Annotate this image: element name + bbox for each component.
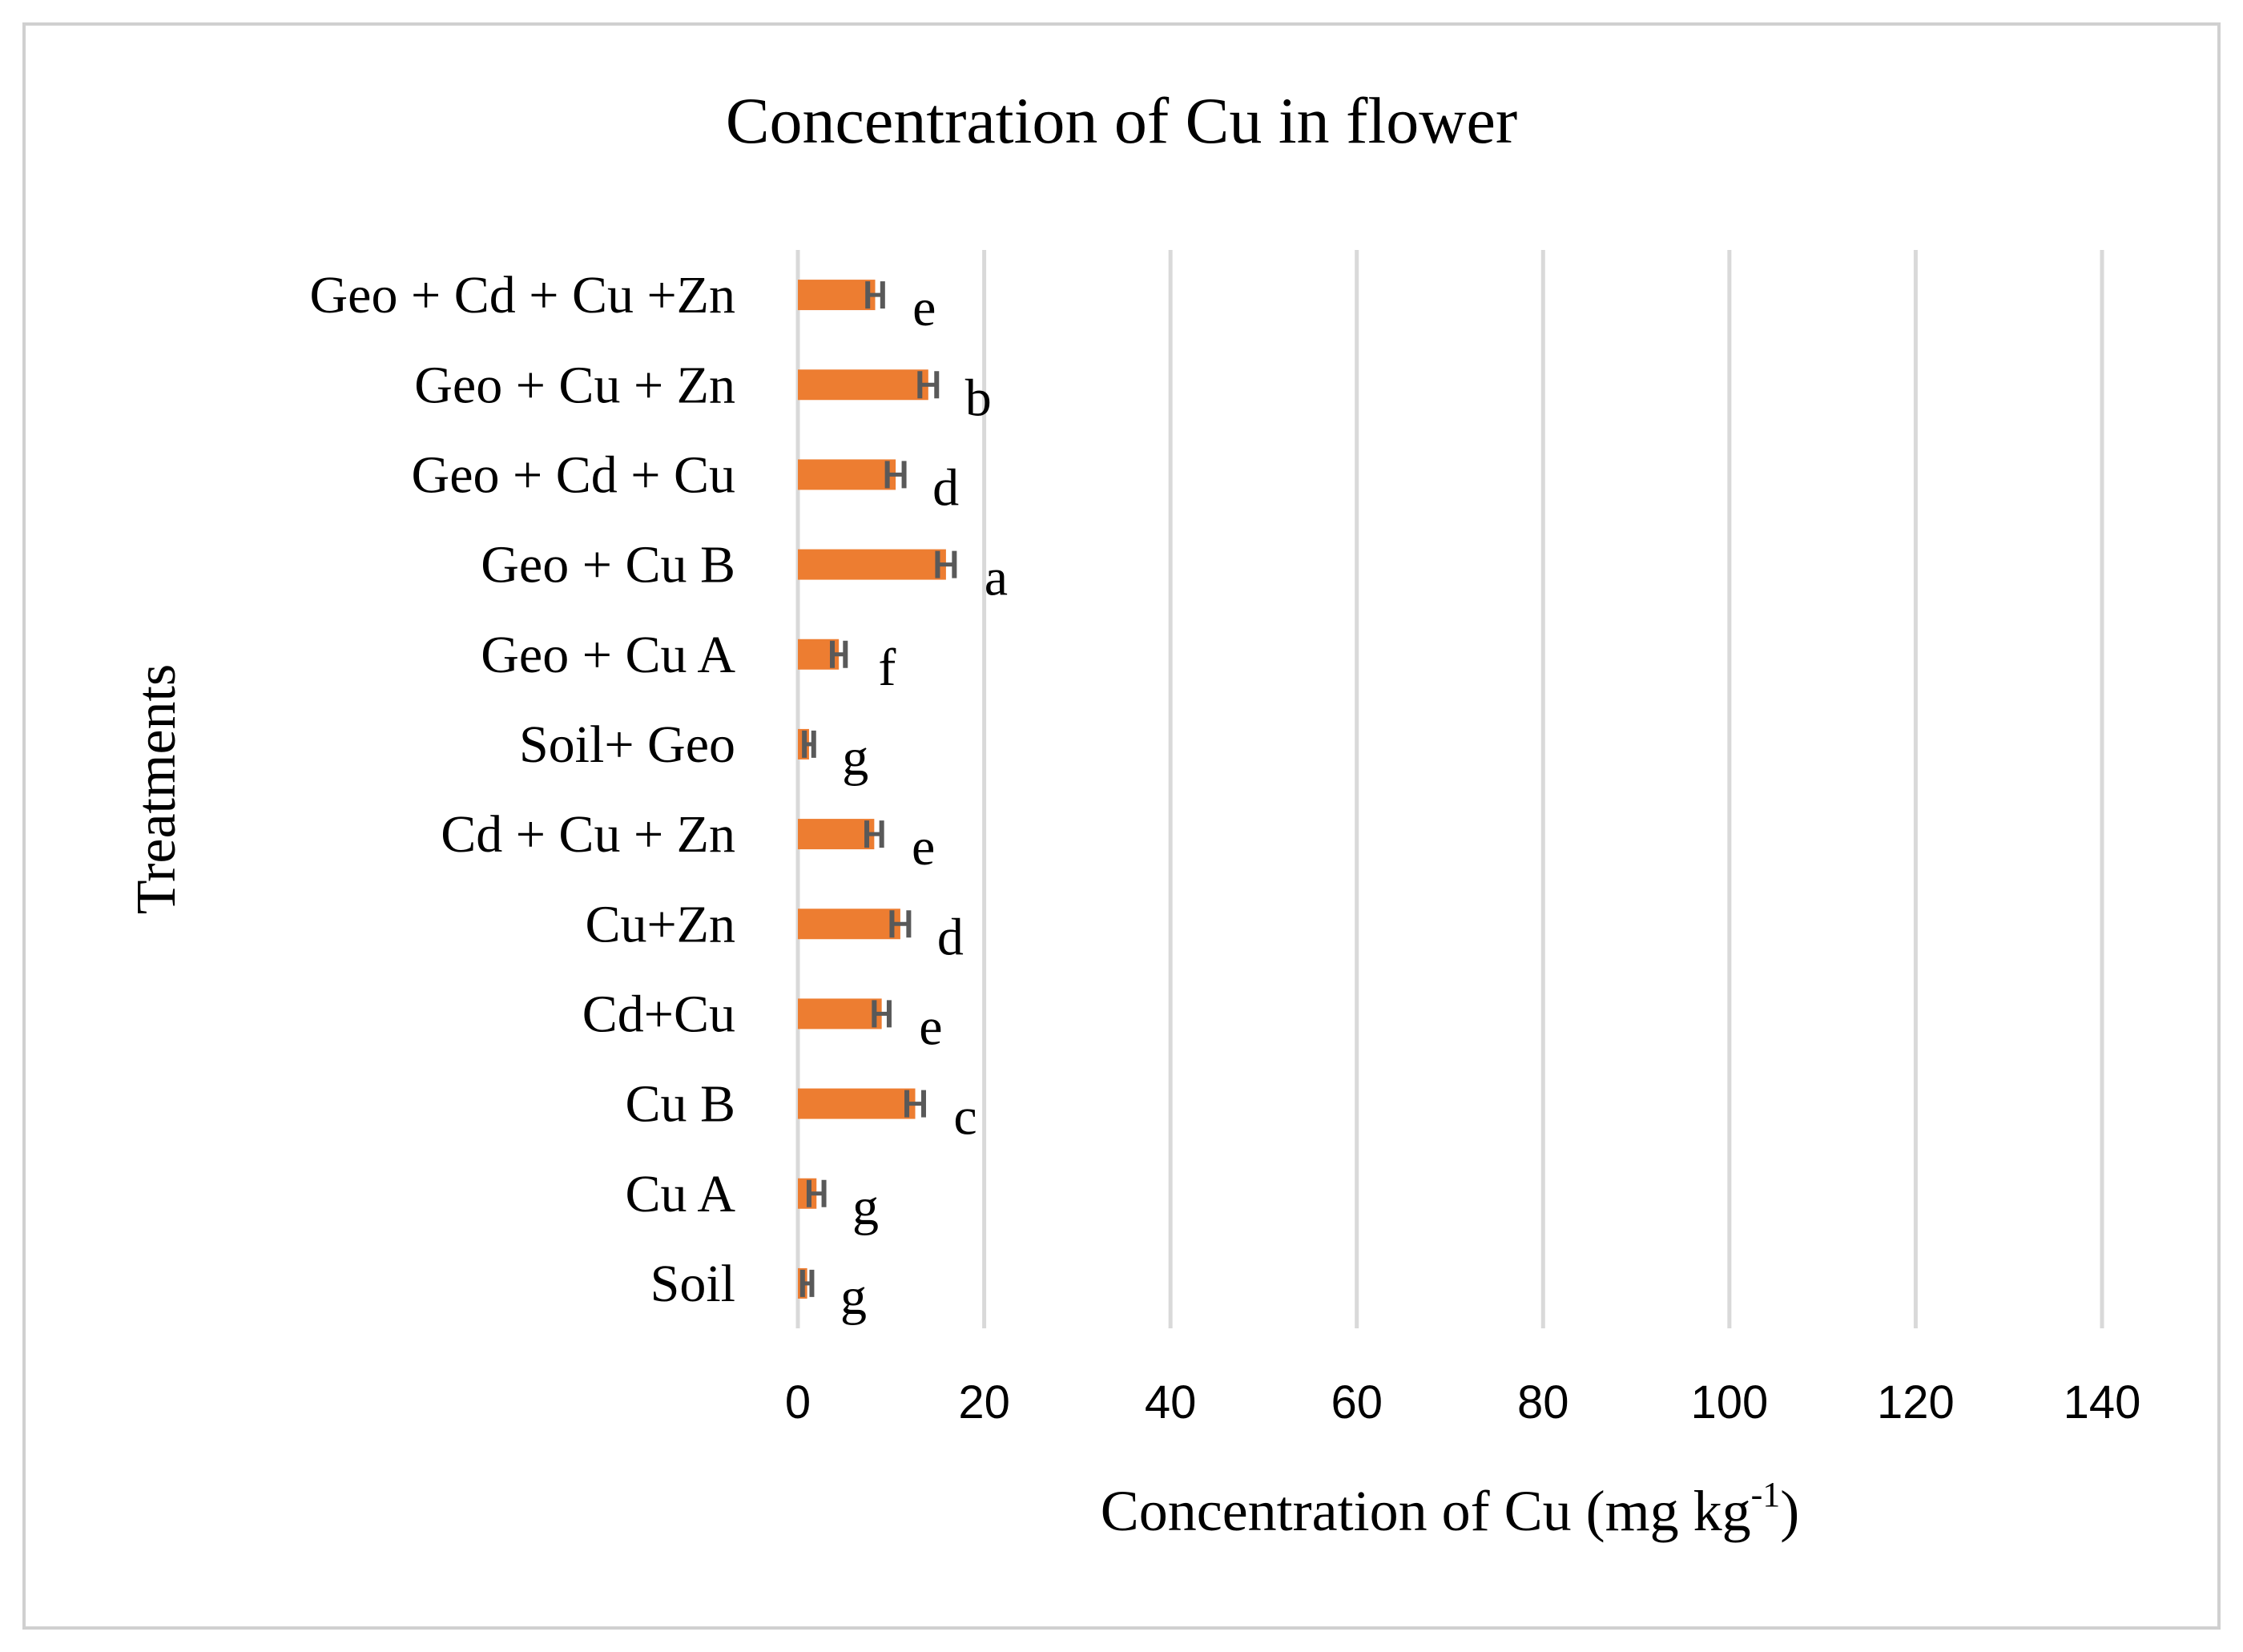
error-bar	[799, 1269, 815, 1297]
x-tick-label: 140	[2064, 1376, 2141, 1428]
error-bar	[872, 1000, 892, 1028]
significance-letter: b	[965, 369, 992, 427]
error-bar	[802, 730, 816, 758]
x-axis-label-suffix: )	[1780, 1479, 1799, 1543]
significance-letter: f	[878, 639, 896, 697]
category-label: Geo + Cd + Cu	[412, 445, 735, 504]
category-label: Geo + Cu A	[481, 626, 735, 684]
bar	[798, 1088, 916, 1119]
bar	[798, 819, 875, 850]
chart-title: Concentration of Cu in flower	[726, 84, 1517, 157]
x-axis-label-main: Concentration of Cu (mg kg	[1101, 1479, 1751, 1543]
category-labels: Soil Cu A Cu B Cd+Cu Cu+Zn Cd + Cu + Zn Soil+ …	[310, 266, 736, 1313]
category-label: Geo + Cu + Zn	[414, 356, 735, 414]
x-tick-label: 20	[958, 1376, 1010, 1428]
category-label: Geo + Cd + Cu +Zn	[310, 266, 735, 324]
category-label: Cu A	[625, 1165, 735, 1223]
error-bar	[904, 1090, 926, 1118]
x-tick-label: 80	[1517, 1376, 1569, 1428]
x-tick-label: 40	[1145, 1376, 1197, 1428]
bar	[798, 909, 900, 940]
category-label: Soil	[650, 1255, 735, 1313]
significance-letter: c	[953, 1088, 977, 1146]
bar	[798, 549, 946, 580]
significance-letter: g	[852, 1178, 879, 1236]
significance-letter: d	[932, 458, 959, 517]
category-label: Geo + Cu B	[481, 536, 735, 594]
significance-letter: e	[912, 279, 936, 337]
significance-letter: d	[937, 908, 964, 966]
significance-letter: e	[912, 818, 935, 876]
error-bar	[935, 550, 957, 578]
category-label: Cu B	[625, 1075, 735, 1134]
y-axis-label: Treatments	[126, 664, 187, 914]
error-bars	[799, 281, 957, 1297]
error-bar	[917, 371, 940, 399]
x-axis-label-superscript: -1	[1751, 1475, 1781, 1514]
significance-letter: e	[919, 997, 942, 1056]
error-bar	[864, 820, 884, 848]
x-tick-label: 120	[1877, 1376, 1955, 1428]
error-bar	[865, 281, 885, 309]
category-label: Soil+ Geo	[519, 715, 735, 774]
bar	[798, 998, 882, 1029]
category-label: Cd+Cu	[582, 985, 735, 1043]
bar	[798, 369, 928, 401]
bar	[798, 280, 876, 311]
x-tick-label: 100	[1690, 1376, 1768, 1428]
significance-letter: g	[842, 728, 868, 787]
error-bar	[889, 910, 912, 938]
x-axis-label: Concentration of Cu (mg kg-1)	[1101, 1475, 1800, 1543]
error-bar	[884, 461, 907, 489]
x-tick-labels: 0 20 40 60 80 100 120 140	[785, 1376, 2141, 1428]
bar	[798, 459, 896, 490]
chart-frame	[22, 22, 2221, 1630]
x-tick-label: 60	[1331, 1376, 1383, 1428]
significance-letter: a	[985, 549, 1008, 607]
error-bar	[806, 1179, 827, 1207]
gridlines	[795, 250, 2104, 1328]
bars	[798, 280, 946, 1299]
category-label: Cd + Cu + Zn	[441, 805, 735, 864]
x-tick-label: 0	[785, 1376, 811, 1428]
error-bar	[830, 640, 848, 668]
significance-letter: g	[840, 1267, 867, 1326]
category-label: Cu+Zn	[585, 895, 735, 953]
